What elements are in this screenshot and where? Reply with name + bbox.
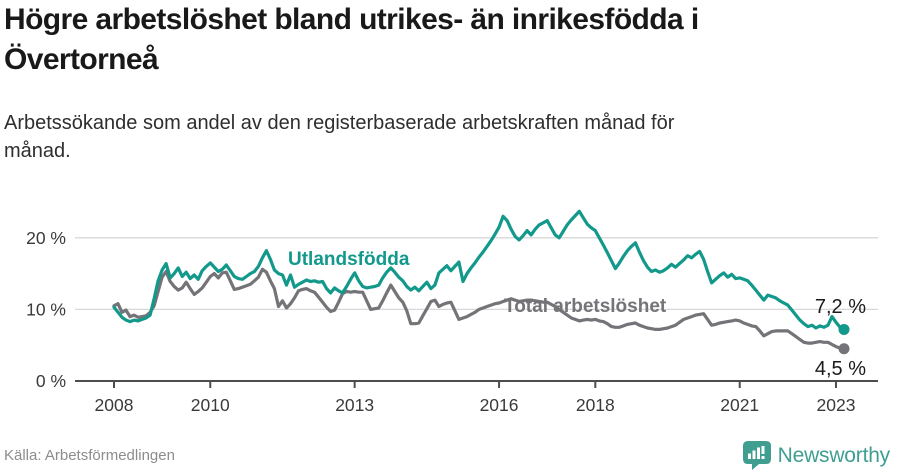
chart-subtitle-line2: månad. [4, 140, 71, 162]
y-tick-label: 20 % [26, 228, 66, 248]
series-end-dot-0 [838, 323, 850, 335]
x-tick-label: 2023 [817, 395, 856, 415]
end-value-label-utlandsfodda: 7,2 % [814, 296, 866, 318]
series-label-total-arbetsloshet: Total arbetslöshet [504, 296, 667, 317]
end-value-label-total: 4,5 % [814, 358, 866, 380]
series-line-0 [112, 209, 846, 331]
x-tick-label: 2010 [191, 395, 230, 415]
y-tick-label: 10 % [26, 299, 66, 319]
y-tick-label: 0 % [36, 371, 66, 391]
source-credit: Källa: Arbetsförmedlingen [4, 447, 175, 464]
x-tick-label: 2008 [95, 395, 134, 415]
series-label-utlandsfodda: Utlandsfödda [288, 249, 410, 270]
page-title-line1: Högre arbetslöshet bland utrikes- än inr… [4, 3, 699, 36]
chart-subtitle: Arbetssökande som andel av den registerb… [4, 109, 884, 165]
page-title: Högre arbetslöshet bland utrikes- än inr… [4, 0, 894, 80]
newsworthy-wordmark: Newsworthy [777, 443, 891, 467]
x-tick-label: 2018 [576, 395, 615, 415]
series-line-1 [112, 267, 846, 351]
x-tick-label: 2021 [720, 395, 759, 415]
series-end-dot-1 [838, 343, 850, 355]
x-tick-label: 2013 [335, 395, 374, 415]
line-chart-plot: 0 % 10 % 20 % 2008 2010 2013 2016 2018 2021 2023 [26, 209, 878, 415]
chart-subtitle-line1: Arbetssökande som andel av den registerb… [4, 112, 675, 134]
x-tick-label: 2016 [480, 395, 519, 415]
newsworthy-logo-icon [742, 441, 771, 470]
newsworthy-brand-link[interactable]: Newsworthy [742, 441, 891, 470]
page-title-line2: Övertorneå [4, 43, 159, 76]
